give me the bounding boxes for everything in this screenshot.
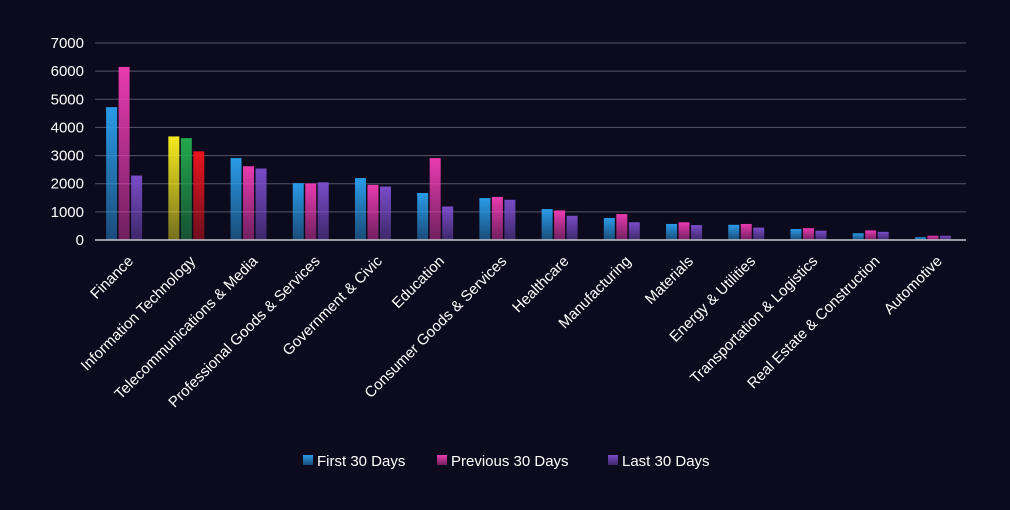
bar-1-6 xyxy=(417,193,429,240)
legend-label: Last 30 Days xyxy=(622,453,710,470)
bar-1-12 xyxy=(790,229,802,240)
bar-1-7 xyxy=(479,198,491,240)
y-tick-label: 4000 xyxy=(51,119,84,136)
x-category-label: Materials xyxy=(642,253,697,308)
bar-3-2 xyxy=(193,151,205,240)
legend-swatch xyxy=(437,455,447,465)
bar-3-7 xyxy=(504,199,516,240)
bar-3-11 xyxy=(753,227,765,240)
y-tick-label: 6000 xyxy=(51,63,84,80)
bar-1-5 xyxy=(354,178,366,240)
bar-1-2 xyxy=(168,136,180,240)
bar-2-8 xyxy=(554,210,566,240)
bar-3-1 xyxy=(131,175,143,240)
bar-1-14 xyxy=(914,237,926,240)
bars xyxy=(106,66,951,241)
bar-1-3 xyxy=(230,158,242,240)
bar-1-11 xyxy=(728,224,740,240)
y-tick-label: 7000 xyxy=(51,35,84,52)
bar-2-11 xyxy=(740,223,752,240)
bar-2-3 xyxy=(243,166,255,240)
x-category-label: Automotive xyxy=(881,253,946,318)
legend-swatch xyxy=(608,455,618,465)
x-category-label: Real Estate & Construction xyxy=(744,253,883,392)
bar-3-8 xyxy=(566,215,578,240)
bar-3-9 xyxy=(628,222,640,240)
bar-2-9 xyxy=(616,214,628,240)
bar-2-14 xyxy=(927,235,939,240)
x-category-label: Finance xyxy=(87,253,137,303)
bar-3-12 xyxy=(815,230,827,240)
y-axis-ticks: 0 1000 2000 3000 4000 5000 6000 7000 xyxy=(51,35,84,249)
x-category-label: Healthcare xyxy=(509,253,572,316)
bar-2-7 xyxy=(491,196,503,240)
legend-label: First 30 Days xyxy=(317,453,405,470)
legend: First 30 Days Previous 30 Days Last 30 Day… xyxy=(303,453,710,470)
x-category-label: Information Technology xyxy=(78,252,200,374)
bar-2-1 xyxy=(118,66,130,241)
bar-3-4 xyxy=(317,182,329,240)
bar-2-10 xyxy=(678,222,690,240)
bar-3-3 xyxy=(255,168,267,240)
bar-2-5 xyxy=(367,184,379,240)
y-tick-label: 0 xyxy=(76,232,84,249)
bar-2-2 xyxy=(180,138,192,240)
y-tick-label: 2000 xyxy=(51,176,84,193)
bar-1-1 xyxy=(106,107,118,240)
bar-3-14 xyxy=(939,235,951,240)
bar-2-13 xyxy=(865,230,877,240)
bar-2-4 xyxy=(305,183,317,240)
y-tick-label: 5000 xyxy=(51,91,84,108)
bar-2-6 xyxy=(429,158,441,240)
bar-1-4 xyxy=(292,183,304,240)
legend-label: Previous 30 Days xyxy=(451,453,569,470)
gridlines xyxy=(95,42,966,213)
bar-3-5 xyxy=(379,186,391,240)
bar-3-10 xyxy=(691,225,703,240)
y-tick-label: 1000 xyxy=(51,204,84,221)
legend-swatch xyxy=(303,455,313,465)
bar-1-13 xyxy=(852,233,864,240)
y-tick-label: 3000 xyxy=(51,148,84,165)
bar-1-8 xyxy=(541,209,553,240)
bar-3-13 xyxy=(877,231,889,240)
bar-1-10 xyxy=(666,223,678,240)
bar-3-6 xyxy=(442,206,454,240)
x-category-label: Transportation & Logistics xyxy=(687,253,821,387)
x-category-label: Education xyxy=(389,253,448,312)
bar-2-12 xyxy=(802,228,814,240)
bar-1-9 xyxy=(603,218,615,240)
